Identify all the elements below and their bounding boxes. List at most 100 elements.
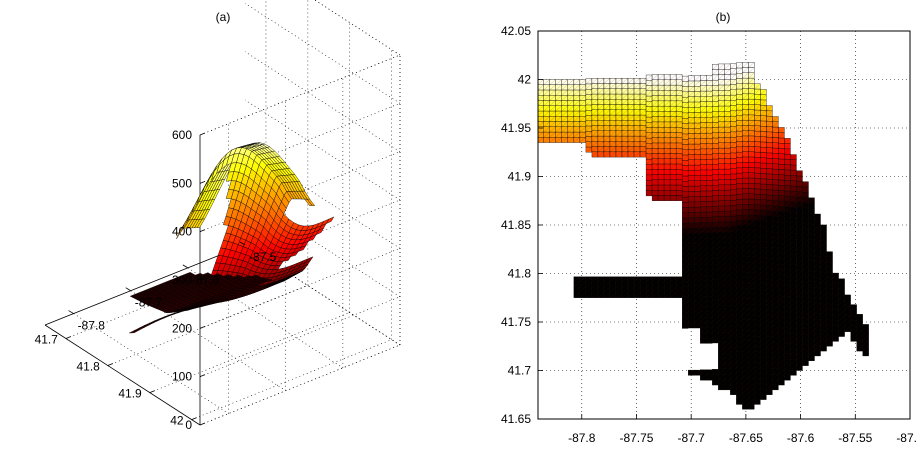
heatmap-cell-diagonal-b	[778, 206, 785, 212]
heatmap-cell-diagonal-b	[688, 222, 695, 229]
heatmap-cell-diagonal-b	[615, 114, 623, 121]
heatmap-cell-diagonal-b	[585, 99, 592, 106]
heatmap-cell-diagonal-b	[772, 247, 779, 254]
heatmap-cell-diagonal-b	[639, 78, 647, 84]
heatmap-cell-diagonal-b	[670, 142, 677, 149]
heatmap-cell-diagonal-b	[760, 199, 767, 206]
heatmap-cell-diagonal-b	[790, 185, 797, 192]
heatmap-cell-diagonal-b	[742, 251, 749, 257]
heatmap-cell-diagonal-b	[585, 131, 592, 137]
heatmap-cell-diagonal-b	[784, 290, 791, 297]
heatmap-cell-diagonal-b	[694, 75, 701, 82]
heatmap-cell-diagonal-b	[748, 188, 755, 194]
heatmap-cell-diagonal-b	[850, 330, 857, 337]
heatmap-cell-diagonal-b	[591, 146, 598, 152]
heatmap-cell-diagonal-b	[724, 90, 731, 96]
heatmap-cell-diagonal-b	[790, 180, 797, 187]
heatmap-cell-diagonal-b	[754, 136, 761, 142]
heatmap-cell-diagonal-b	[748, 225, 755, 231]
heatmap-cell-diagonal-b	[609, 88, 617, 95]
heatmap-cell-diagonal-b	[700, 117, 707, 123]
heatmap-cell-diagonal-b	[802, 181, 809, 188]
heatmap-cell-diagonal-b	[579, 110, 586, 117]
heatmap-cell-diagonal-b	[784, 196, 791, 202]
heatmap-cell-diagonal-b	[627, 141, 635, 147]
heatmap-cell-diagonal-b	[718, 263, 725, 270]
heatmap-cell-diagonal-b	[826, 335, 833, 342]
heatmap-cell-diagonal-b	[645, 101, 653, 107]
heatmap-cell-diagonal-b	[772, 174, 779, 180]
heatmap-cell-diagonal-b	[814, 261, 821, 267]
heatmap-cell-diagonal-b	[718, 326, 725, 333]
heatmap-cell-diagonal-b	[802, 276, 809, 282]
heatmap-cell-diagonal-b	[766, 252, 773, 259]
heatmap-cell-diagonal-b	[826, 314, 833, 321]
heatmap-cell-diagonal-b	[742, 130, 749, 137]
heatmap-cell-diagonal-b	[682, 123, 689, 129]
heatmap-cell-diagonal-b	[712, 306, 719, 312]
heatmap-cell-diagonal-b	[742, 314, 749, 321]
heatmap-cell-diagonal-b	[856, 314, 863, 320]
heatmap-cell-diagonal-b	[730, 384, 737, 390]
heatmap-cell-diagonal-b	[688, 175, 695, 181]
heatmap-cell-diagonal-b	[760, 352, 767, 358]
z-gridline-a	[244, 51, 401, 152]
heatmap-cell-diagonal-b	[549, 126, 556, 133]
heatmap-cell-diagonal-b	[688, 238, 695, 245]
heatmap-cell-diagonal-b	[760, 189, 767, 195]
y-tick-label-b: 42	[518, 73, 532, 87]
heatmap-cell-diagonal-b	[718, 316, 725, 322]
heatmap-cell-diagonal-b	[718, 300, 725, 306]
heatmap-cell-diagonal-b	[760, 289, 767, 295]
heatmap-cell-diagonal-b	[754, 173, 761, 179]
heatmap-cell-diagonal-b	[724, 153, 731, 159]
heatmap-cell-diagonal-b	[676, 190, 683, 196]
heatmap-cell-diagonal-b	[796, 338, 803, 345]
heatmap-cell-diagonal-b	[658, 148, 665, 154]
heatmap-cell-diagonal-b	[712, 242, 719, 249]
heatmap-cell-diagonal-b	[573, 121, 580, 127]
heatmap-cell-diagonal-b	[645, 106, 653, 112]
heatmap-plot-b: (b) -87.8 -87.75 -87.7 -87.65 -87.6 -87.55 -87…	[501, 10, 917, 445]
heatmap-cell-diagonal-b	[742, 67, 749, 73]
heatmap-cell-diagonal-b	[700, 143, 707, 149]
heatmap-cell-diagonal-b	[784, 185, 791, 192]
heatmap-cell-diagonal-b	[766, 184, 773, 190]
heatmap-cell-diagonal-b	[742, 172, 749, 179]
heatmap-cell-diagonal-b	[790, 264, 797, 271]
heatmap-cell-diagonal-b	[742, 288, 749, 294]
heatmap-cell-diagonal-b	[712, 190, 719, 196]
heatmap-cell-diagonal-b	[694, 369, 701, 376]
heatmap-cell-diagonal-b	[633, 109, 641, 116]
heatmap-cell-diagonal-b	[766, 278, 773, 285]
heatmap-cell-diagonal-b	[652, 142, 659, 149]
heatmap-cell-diagonal-b	[754, 99, 761, 105]
heatmap-cell-diagonal-b	[802, 218, 809, 224]
heatmap-cell-diagonal-b	[676, 127, 683, 133]
heatmap-cell-diagonal-b	[718, 384, 725, 391]
heatmap-cell-diagonal-b	[820, 319, 827, 325]
heatmap-cell-diagonal-b	[603, 109, 610, 116]
heatmap-cell-diagonal-b	[627, 135, 635, 142]
heatmap-cell-diagonal-b	[724, 295, 731, 301]
heatmap-cell-diagonal-b	[585, 287, 592, 293]
heatmap-cell-diagonal-b	[567, 110, 574, 117]
heatmap-cell-diagonal-b	[766, 158, 773, 164]
heatmap-cell-diagonal-b	[718, 347, 725, 354]
heatmap-cell-diagonal-b	[706, 374, 713, 381]
heatmap-cell-diagonal-b	[561, 105, 568, 112]
heatmap-cell-diagonal-b	[778, 164, 785, 170]
heatmap-cell-diagonal-b	[784, 316, 791, 323]
heatmap-cell-diagonal-b	[856, 324, 863, 331]
heatmap-cell-diagonal-b	[682, 323, 689, 329]
heatmap-cell-diagonal-b	[682, 170, 689, 177]
heatmap-cell-diagonal-b	[700, 127, 707, 134]
heatmap-cell-diagonal-b	[814, 287, 821, 293]
heatmap-cell-diagonal-b	[736, 215, 743, 221]
heatmap-cell-diagonal-b	[802, 223, 809, 230]
heatmap-cell-diagonal-b	[790, 159, 797, 166]
heatmap-cell-diagonal-b	[724, 195, 731, 201]
heatmap-cell-diagonal-b	[706, 259, 713, 265]
heatmap-cell-diagonal-b	[603, 281, 610, 288]
heatmap-cell-diagonal-b	[538, 131, 544, 138]
